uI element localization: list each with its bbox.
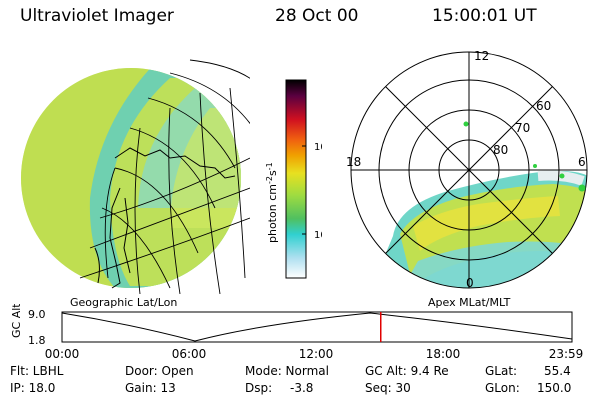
mlat-label-70: 70 xyxy=(515,121,530,135)
orbit-timeline: GC Alt 9.0 1.8 00:00 06:00 12:00 18:00 2… xyxy=(10,304,584,361)
app-title: Ultraviolet Imager xyxy=(20,6,174,26)
info-door: Door: Open xyxy=(125,364,194,378)
timeline-xtick-2359: 23:59 xyxy=(549,347,584,361)
timeline-xtick-1200: 12:00 xyxy=(299,347,334,361)
mlat-label-60: 60 xyxy=(536,99,551,113)
info-dsp-label: Dsp: xyxy=(245,381,273,395)
timeline-ylabel: GC Alt xyxy=(10,304,23,338)
info-gain: Gain: 13 xyxy=(125,381,176,395)
info-seq: Seq: 30 xyxy=(365,381,411,395)
info-glat-label: GLat: xyxy=(485,364,518,378)
geo-grid-lines xyxy=(79,59,250,294)
color-scale-bar: 100 10 photon cm-2s-1 xyxy=(265,79,322,279)
mlt-label-0: 0 xyxy=(466,276,474,290)
info-dsp-value: -3.8 xyxy=(290,381,314,395)
timeline-xtick-0600: 06:00 xyxy=(172,347,207,361)
timeline-xtick-1800: 18:00 xyxy=(426,347,461,361)
geo-panel-caption: Geographic Lat/Lon xyxy=(70,296,178,309)
timeline-xtick-0000: 00:00 xyxy=(45,347,80,361)
colorbar-tick-10: 10 xyxy=(314,230,322,241)
colorbar-label: photon cm-2s-1 xyxy=(265,162,279,243)
header-date: 28 Oct 00 xyxy=(275,6,359,26)
apex-panel-caption: Apex MLat/MLT xyxy=(428,296,511,309)
coastline-outline xyxy=(94,147,236,289)
mlt-label-18: 18 xyxy=(346,155,361,169)
header-time: 15:00:01 UT xyxy=(432,6,537,26)
info-glon-value: 150.0 xyxy=(537,381,572,395)
timeline-ytick-top: 9.0 xyxy=(28,308,46,321)
info-glon-label: GLon: xyxy=(485,381,520,395)
mlat-label-80: 80 xyxy=(493,143,508,157)
mlt-label-6: 6 xyxy=(578,155,586,169)
apex-polar-panel: 12 18 6 0 60 70 80 xyxy=(346,49,588,290)
colorbar-tick-100: 100 xyxy=(314,142,322,153)
info-ip: IP: 18.0 xyxy=(10,381,56,395)
mlt-label-12: 12 xyxy=(474,49,489,63)
info-glat-value: 55.4 xyxy=(544,364,571,378)
timeline-ytick-bottom: 1.8 xyxy=(28,334,46,347)
info-gcalt: GC Alt: 9.4 Re xyxy=(365,364,449,378)
info-mode: Mode: Normal xyxy=(245,364,329,378)
geographic-image-panel xyxy=(21,59,250,294)
info-flt: Flt: LBHL xyxy=(10,364,64,378)
